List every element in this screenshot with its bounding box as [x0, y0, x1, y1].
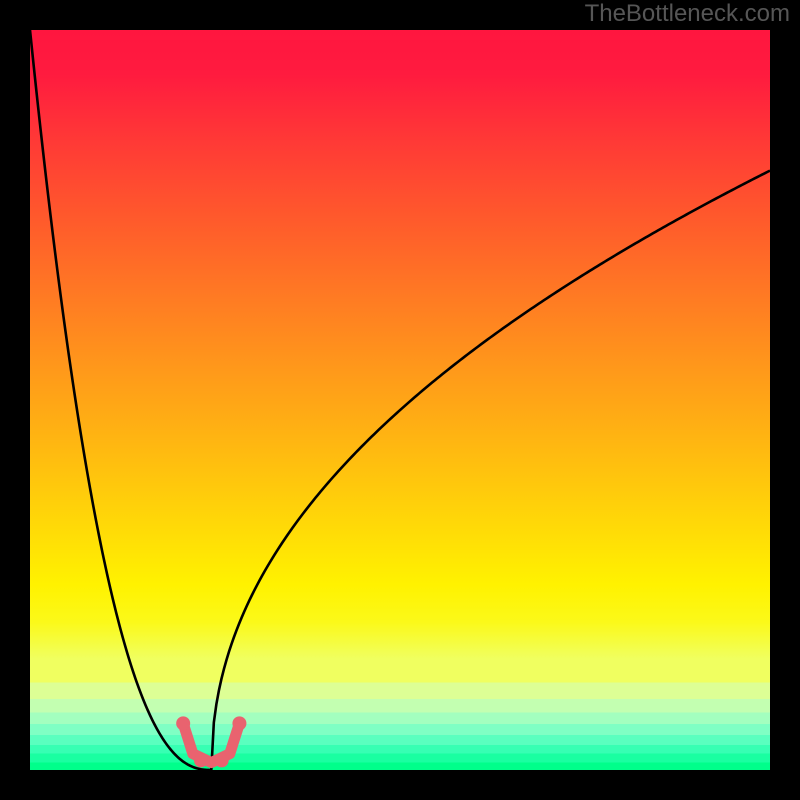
bottleneck-valley-chart	[0, 0, 800, 800]
chart-container: TheBottleneck.com	[0, 0, 800, 800]
chart-background	[30, 30, 770, 770]
